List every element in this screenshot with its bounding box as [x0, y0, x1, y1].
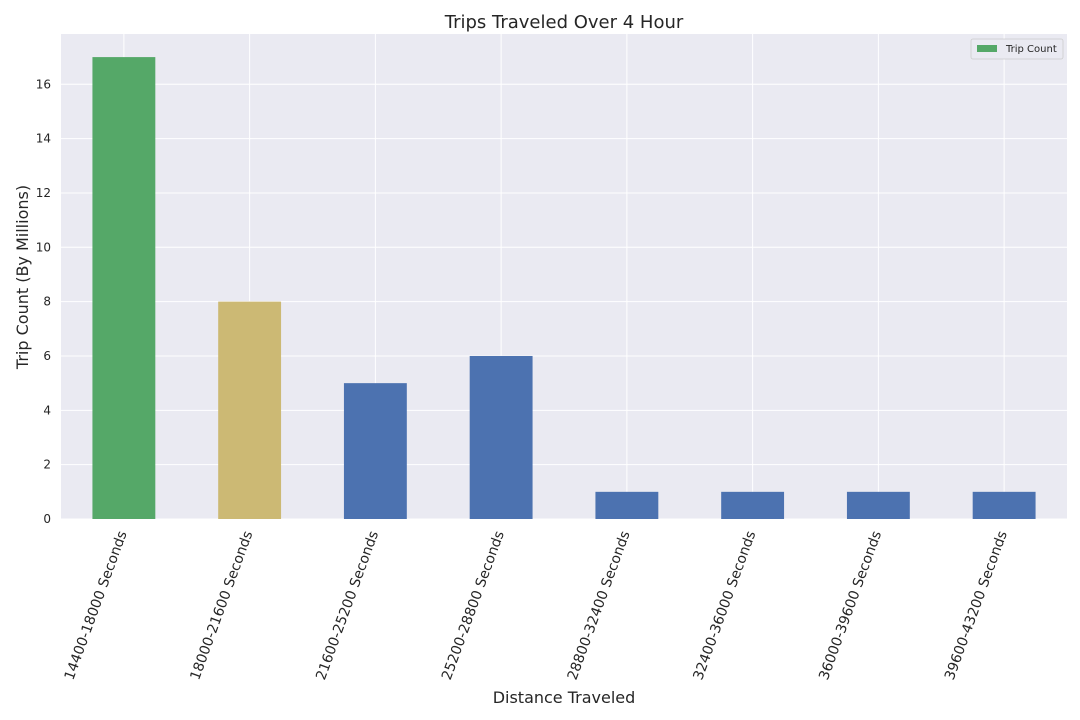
x-tick-label: 25200-28800 Seconds [439, 529, 508, 682]
x-tick-label: 21600-25200 Seconds [313, 529, 382, 682]
x-tick-label: 36000-39600 Seconds [816, 529, 885, 682]
x-tick-label: 28800-32400 Seconds [565, 529, 634, 682]
x-tick-label: 18000-21600 Seconds [188, 529, 257, 682]
y-tick-label: 4 [43, 403, 51, 417]
legend-box [970, 38, 1064, 60]
bar [595, 491, 659, 519]
x-axis-label: Distance Traveled [493, 688, 636, 707]
bar [343, 383, 407, 519]
legend-label: Trip Count [1005, 44, 1057, 55]
legend: Trip Count [970, 38, 1064, 60]
y-axis-label: Trip Count (By Millions) [13, 185, 32, 370]
bar [92, 57, 156, 519]
x-ticks: 14400-18000 Seconds 18000-21600 Seconds 21… [62, 529, 1011, 682]
y-tick-label: 2 [43, 458, 51, 472]
y-ticks: 0 2 4 6 8 10 12 14 16 [36, 77, 51, 526]
y-tick-label: 8 [43, 295, 51, 309]
y-tick-label: 16 [36, 77, 51, 91]
y-tick-label: 0 [43, 512, 51, 526]
bar [846, 491, 910, 519]
bar [218, 301, 282, 519]
y-tick-label: 12 [36, 186, 51, 200]
plot-area [61, 34, 1067, 519]
bar [469, 355, 533, 519]
x-tick-label: 14400-18000 Seconds [62, 529, 131, 682]
bar [972, 491, 1036, 519]
bars [92, 57, 1036, 519]
y-tick-label: 6 [43, 349, 51, 363]
y-tick-label: 14 [36, 132, 51, 146]
y-tick-label: 10 [36, 240, 51, 254]
legend-swatch [977, 45, 997, 52]
x-tick-label: 32400-36000 Seconds [691, 529, 760, 682]
x-tick-label: 39600-43200 Seconds [942, 529, 1011, 682]
chart-title: Trips Traveled Over 4 Hour [444, 12, 684, 33]
bar [721, 491, 785, 519]
